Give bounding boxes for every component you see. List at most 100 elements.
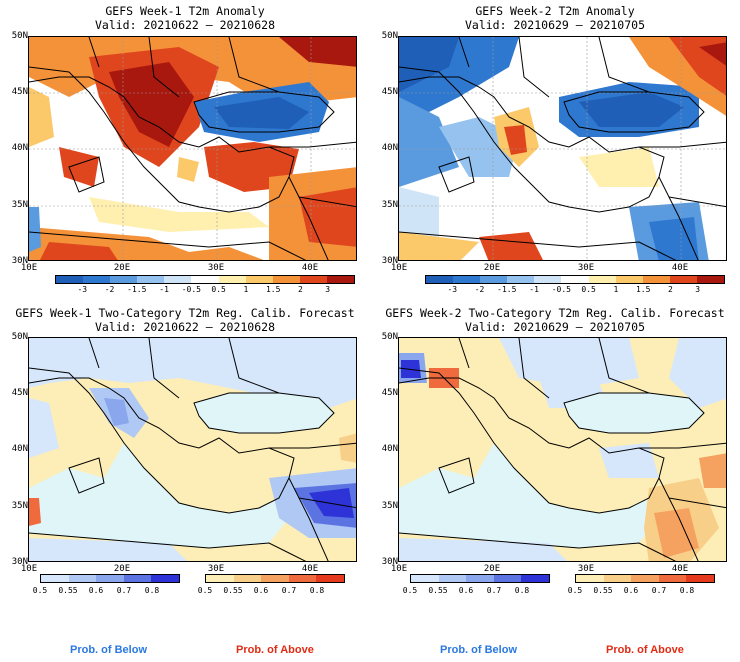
colorbar-tick-label: -1.5 [127,285,147,294]
colorbar-swatch [288,575,317,582]
colorbar-swatch [480,276,508,283]
colorbar-swatch [603,575,632,582]
colorbar-tick-label: 0.8 [144,586,160,595]
colorbar-tick-label: 0.6 [88,586,104,595]
above-colorbar [575,574,715,583]
colorbar-tick-label: 2 [298,285,303,294]
colorbar-tick-label: 0.5 [197,586,213,595]
colorbar-tick-label: 0.55 [58,586,78,595]
lon-label: 40E [301,263,319,273]
colorbar-swatch [261,575,289,582]
colorbar-swatch [507,276,535,283]
colorbar-tick-label: 0.7 [651,586,667,595]
colorbar-swatch [96,575,124,582]
colorbar-swatch [137,276,165,283]
lat-label: 35N [381,200,398,210]
panel-week1-probability: GEFS Week-1 Two-Category T2m Reg. Calib.… [0,300,370,600]
prob-below-label-left: Prob. of Below [70,644,147,656]
colorbar-swatch [316,575,344,582]
lon-label: 10E [20,263,38,273]
colorbar-tick-label: -3 [447,285,458,294]
colorbar-tick-label: 0.8 [309,586,325,595]
lon-label: 10E [390,564,408,574]
lon-label: 40E [671,263,689,273]
colorbar-tick-label: 0.5 [211,285,226,294]
lon-label: 20E [113,564,131,574]
colorbar-swatch [56,276,84,283]
panel-valid-dates: Valid: 20210629 – 20210705 [464,18,645,32]
colorbar-swatch [561,276,589,283]
colorbar-tick-label: 0.6 [458,586,474,595]
colorbar-swatch [696,276,725,283]
colorbar-swatch [466,575,494,582]
lat-label: 35N [11,200,28,210]
colorbar-tick-label: -2 [474,285,485,294]
below-colorbar [410,574,550,583]
panel-valid-dates: Valid: 20210629 – 20210705 [464,320,645,334]
lat-label: 40N [11,143,28,153]
lon-label: 30E [577,263,595,273]
below-colorbar [40,574,180,583]
panel-title: GEFS Week-2 Two-Category T2m Reg. Calib.… [385,306,725,320]
panel-week1-anomaly: GEFS Week-1 T2m Anomaly Valid: 20210622 … [0,0,370,300]
panel-title: GEFS Week-1 T2m Anomaly [105,4,265,18]
colorbar-tick-label: 0.8 [514,586,530,595]
lat-label: 40N [381,444,398,454]
above-colorbar [205,574,345,583]
prob-above-label-right: Prob. of Above [606,644,684,656]
colorbar-swatch [110,276,138,283]
lon-label: 20E [483,564,501,574]
colorbar-tick-label: 0.55 [223,586,243,595]
colorbar-swatch [642,276,670,283]
lat-label: 40N [11,444,28,454]
panel-valid-dates: Valid: 20210622 – 20210628 [94,320,275,334]
lat-label: 30N [11,557,28,567]
colorbar-tick-label: 0.5 [32,586,48,595]
colorbar-swatch [191,276,219,283]
lon-label: 30E [207,564,225,574]
colorbar-tick-label: -2 [104,285,115,294]
colorbar-tick-label: -1.5 [497,285,517,294]
lat-label: 35N [381,501,398,511]
prob-below-label-right: Prob. of Below [440,644,517,656]
colorbar-swatch [326,276,355,283]
panel-title: GEFS Week-2 T2m Anomaly [475,4,635,18]
lat-label: 30N [11,256,28,266]
colorbar-swatch [588,276,616,283]
colorbar-swatch [41,575,69,582]
lon-label: 40E [301,564,319,574]
colorbar-swatch [164,276,192,283]
colorbar-tick-label: 1 [613,285,619,294]
lat-label: 50N [381,332,398,342]
colorbar-swatch [68,575,97,582]
colorbar-swatch [438,575,467,582]
panel-week2-anomaly: GEFS Week-2 T2m Anomaly Valid: 20210629 … [370,0,740,300]
colorbar-tick-label: 0.6 [623,586,639,595]
colorbar-swatch [615,276,643,283]
colorbar-tick-label: 0.5 [567,586,583,595]
colorbar-tick-label: 0.7 [116,586,132,595]
lon-label: 30E [577,564,595,574]
anomaly-map [28,36,357,261]
lon-label: 10E [20,564,38,574]
colorbar-swatch [453,276,481,283]
lon-label: 30E [207,263,225,273]
colorbar-swatch [299,276,327,283]
colorbar-tick-label: 0.55 [428,586,448,595]
colorbar-tick-label: 0.55 [593,586,613,595]
lat-label: 45N [11,87,28,97]
probability-map [398,337,727,562]
lon-label: 20E [113,263,131,273]
probability-map [28,337,357,562]
colorbar-swatch [669,276,697,283]
anomaly-colorbar [55,275,355,284]
colorbar-tick-label: 0.6 [253,586,269,595]
colorbar-swatch [686,575,714,582]
colorbar-swatch [218,276,246,283]
anomaly-colorbar [425,275,725,284]
colorbar-swatch [272,276,300,283]
colorbar-tick-label: -0.5 [181,285,201,294]
colorbar-swatch [123,575,152,582]
anomaly-map [398,36,727,261]
colorbar-tick-label: 1.5 [265,285,281,294]
